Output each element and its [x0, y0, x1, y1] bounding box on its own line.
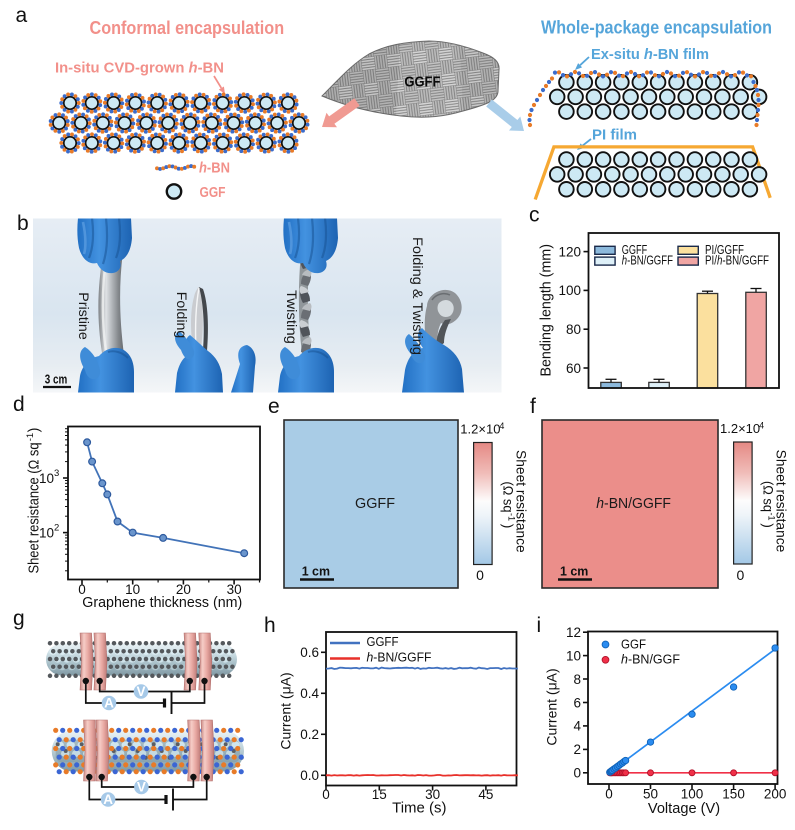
svg-text:): ) [761, 523, 776, 528]
svg-text:Twisting: Twisting [284, 290, 300, 344]
svg-text:GGF: GGF [621, 638, 646, 652]
svg-text:1.2×10: 1.2×10 [460, 422, 500, 437]
svg-text:0: 0 [573, 766, 581, 781]
svg-text:0: 0 [737, 567, 745, 583]
svg-text:h-BN/GGFF: h-BN/GGFF [367, 651, 432, 665]
svg-text:100: 100 [558, 283, 581, 298]
svg-text:20: 20 [176, 582, 191, 597]
svg-text:f: f [530, 395, 536, 418]
svg-text:30: 30 [227, 582, 242, 597]
svg-text:0.6: 0.6 [300, 645, 319, 660]
svg-text:1.2×10: 1.2×10 [720, 421, 760, 436]
svg-text:h-BN: h-BN [199, 161, 230, 177]
svg-text:g: g [13, 607, 25, 630]
svg-text:Folding: Folding [174, 292, 190, 339]
svg-text:GGFF: GGFF [622, 243, 648, 257]
svg-text:4: 4 [499, 421, 504, 431]
svg-text:10: 10 [566, 648, 581, 663]
svg-text:c: c [529, 204, 540, 227]
svg-text:50: 50 [643, 787, 658, 802]
svg-text:Whole-package encapsulation: Whole-package encapsulation [541, 18, 772, 38]
svg-text:0: 0 [78, 582, 86, 597]
svg-text:8: 8 [573, 672, 581, 687]
svg-text:Current (μA): Current (μA) [544, 668, 560, 745]
svg-text:Sheet resistance: Sheet resistance [514, 450, 529, 553]
svg-text:e: e [268, 395, 280, 418]
svg-text:Conformal encapsulation: Conformal encapsulation [90, 18, 285, 38]
svg-text:PI film: PI film [592, 128, 637, 144]
svg-text:30: 30 [425, 787, 440, 802]
svg-text:Graphene thickness (nm): Graphene thickness (nm) [82, 595, 242, 611]
svg-text:h: h [264, 614, 276, 637]
svg-text:6: 6 [573, 695, 581, 710]
svg-text:Current (μA): Current (μA) [278, 672, 294, 749]
svg-text:60: 60 [566, 361, 581, 376]
svg-text:a: a [16, 4, 28, 27]
svg-text:): ) [501, 524, 516, 529]
svg-text:200: 200 [764, 787, 787, 802]
svg-text:-1: -1 [507, 513, 517, 521]
svg-text:-1: -1 [767, 512, 777, 520]
svg-text:0.0: 0.0 [300, 768, 319, 783]
svg-text:PI/h-BN/GGFF: PI/h-BN/GGFF [705, 254, 769, 268]
svg-text:Time (s): Time (s) [392, 800, 446, 817]
svg-text:4: 4 [759, 421, 764, 431]
svg-text:10: 10 [125, 582, 140, 597]
svg-text:0: 0 [476, 567, 484, 583]
svg-text:Voltage (V): Voltage (V) [648, 800, 720, 817]
svg-text:): ) [27, 428, 43, 433]
svg-text:80: 80 [566, 322, 581, 337]
svg-text:A: A [103, 792, 113, 807]
svg-text:0.2: 0.2 [300, 727, 319, 742]
svg-text:h-BN/GGF: h-BN/GGF [621, 653, 680, 667]
svg-text:Sheet resistance: Sheet resistance [774, 450, 789, 553]
svg-text:2: 2 [54, 523, 59, 534]
svg-text:100: 100 [681, 787, 704, 802]
svg-text:GGF: GGF [200, 185, 226, 201]
svg-text:i: i [537, 614, 542, 637]
svg-text:GGFF: GGFF [355, 496, 395, 512]
svg-text:V: V [136, 684, 145, 699]
svg-text:0: 0 [605, 787, 613, 802]
svg-text:V: V [137, 780, 146, 795]
svg-text:PI/GGFF: PI/GGFF [705, 243, 744, 257]
svg-text:(Ω sq: (Ω sq [501, 482, 516, 513]
svg-text:0.4: 0.4 [300, 686, 319, 701]
svg-text:2: 2 [573, 742, 581, 757]
svg-text:10: 10 [39, 471, 54, 486]
svg-text:GGFF: GGFF [404, 74, 440, 91]
svg-text:12: 12 [566, 625, 581, 640]
svg-text:4: 4 [573, 719, 581, 734]
svg-text:Sheet resistance (Ω sq: Sheet resistance (Ω sq [27, 443, 43, 574]
svg-text:0: 0 [322, 787, 330, 802]
svg-text:Bending length (mm): Bending length (mm) [539, 244, 555, 377]
svg-text:15: 15 [372, 787, 387, 802]
svg-text:3 cm: 3 cm [45, 373, 68, 387]
svg-text:10: 10 [39, 525, 54, 540]
svg-text:h-BN/GGFF: h-BN/GGFF [622, 254, 673, 268]
svg-text:1 cm: 1 cm [560, 565, 588, 579]
svg-text:45: 45 [478, 787, 493, 802]
svg-text:1 cm: 1 cm [302, 565, 330, 579]
svg-text:A: A [104, 696, 114, 711]
svg-text:d: d [13, 393, 25, 416]
svg-text:h-BN/GGFF: h-BN/GGFF [596, 496, 671, 512]
svg-text:Folding & Twisting: Folding & Twisting [410, 237, 426, 355]
svg-text:Ex-situ h-BN film: Ex-situ h-BN film [591, 47, 709, 63]
svg-text:(Ω sq: (Ω sq [761, 481, 776, 512]
svg-text:Pristine: Pristine [76, 292, 92, 340]
svg-text:-1: -1 [25, 433, 36, 441]
svg-text:In-situ CVD-grown h-BN: In-situ CVD-grown h-BN [55, 61, 224, 77]
svg-text:b: b [17, 212, 29, 235]
svg-text:3: 3 [54, 468, 59, 479]
svg-text:GGFF: GGFF [367, 635, 399, 649]
svg-text:120: 120 [558, 244, 581, 259]
svg-text:150: 150 [722, 787, 745, 802]
